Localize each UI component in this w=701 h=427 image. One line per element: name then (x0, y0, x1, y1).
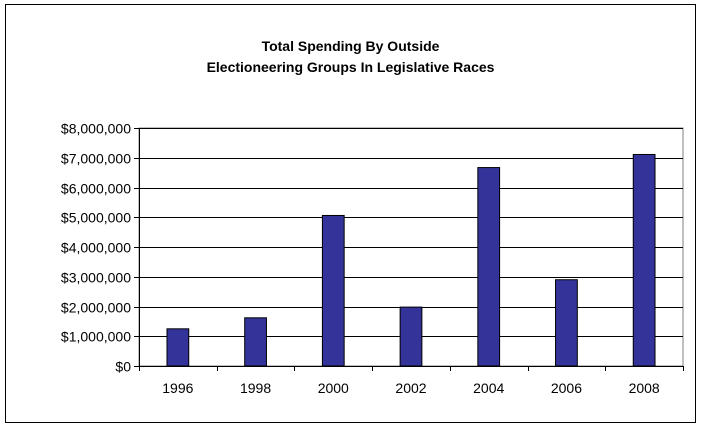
x-tick-label: 2002 (395, 380, 426, 396)
x-tick-label: 1996 (162, 380, 193, 396)
x-tick-label: 2000 (318, 380, 349, 396)
bar-2006 (555, 279, 578, 367)
y-tick-label: $5,000,000 (61, 210, 131, 226)
y-tick-label: $6,000,000 (61, 181, 131, 197)
y-tick-label: $8,000,000 (61, 121, 131, 137)
chart-frame (5, 4, 696, 423)
bar-2008 (632, 153, 656, 367)
chart-title-line-2: Electioneering Groups In Legislative Rac… (206, 59, 495, 75)
bar-2004 (477, 167, 501, 367)
bar-1998 (244, 317, 267, 367)
y-tick-label: $2,000,000 (61, 300, 131, 316)
gridlines (138, 127, 684, 367)
bar-1996 (166, 328, 190, 367)
y-tick-label: $3,000,000 (61, 270, 131, 286)
chart-title: Total Spending By Outside Electioneering… (0, 36, 701, 78)
y-tick-label: $0 (115, 359, 131, 375)
x-tick-label: 2006 (551, 380, 582, 396)
y-tick-label: $7,000,000 (61, 151, 131, 167)
x-tick-label: 2004 (473, 380, 504, 396)
x-tick-label: 1998 (240, 380, 271, 396)
axes (134, 128, 684, 371)
tick-labels: $0 $1,000,000 $2,000,000 $3,000,000 $4,000,0… (61, 121, 660, 397)
x-tick-label: 2008 (629, 380, 660, 396)
bar-2002 (399, 306, 423, 367)
y-tick-label: $4,000,000 (61, 240, 131, 256)
bar-2000 (321, 214, 345, 367)
y-tick-label: $1,000,000 (61, 329, 131, 345)
chart-title-line-1: Total Spending By Outside (261, 38, 440, 54)
bars (166, 153, 656, 367)
